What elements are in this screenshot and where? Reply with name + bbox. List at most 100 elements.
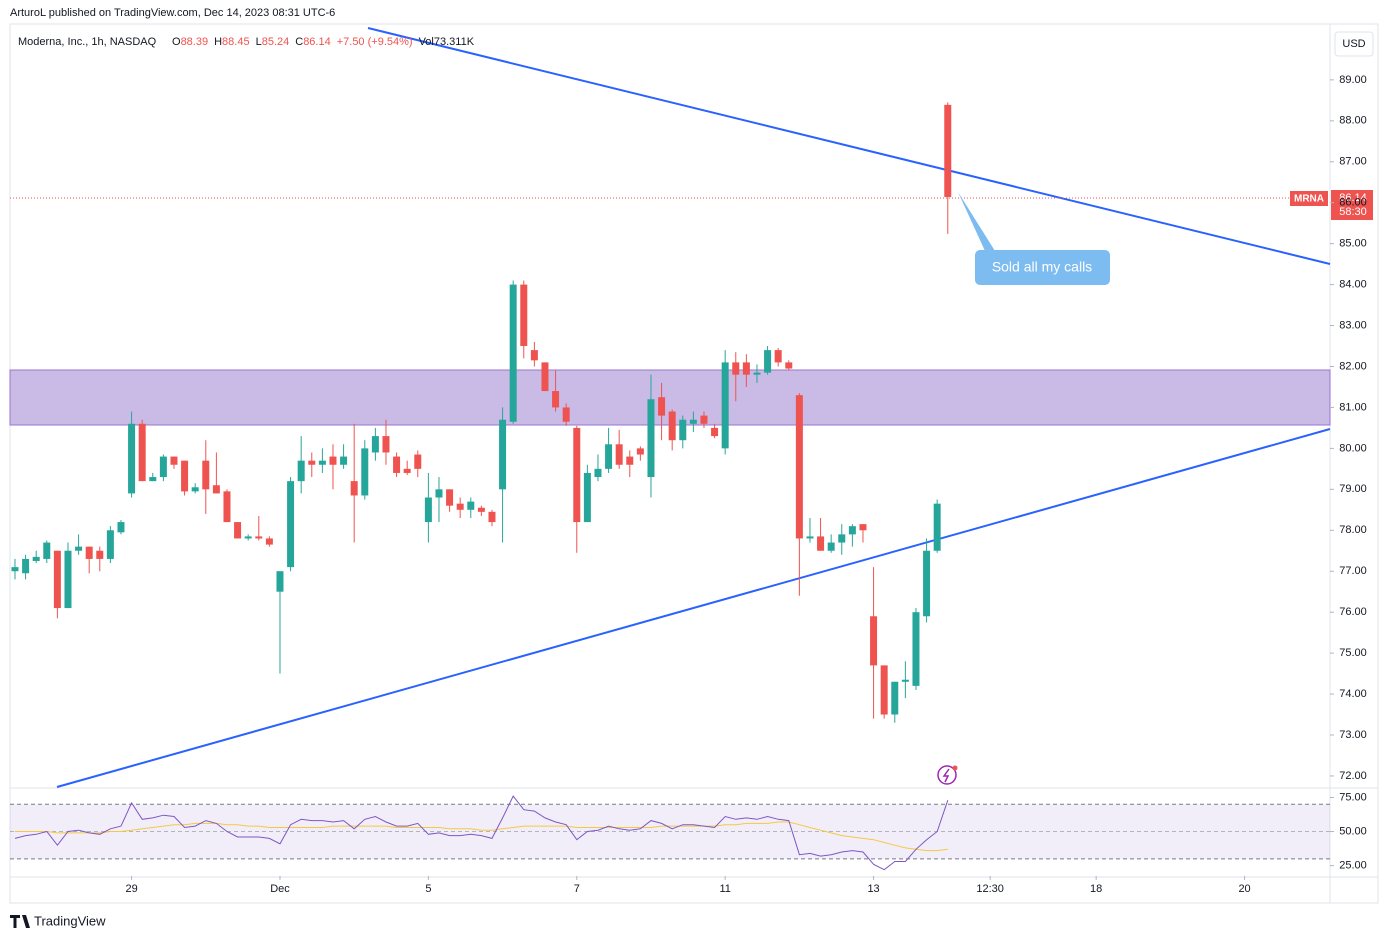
event-dot: [952, 765, 958, 771]
candle-body: [499, 419, 507, 490]
candle-body: [403, 468, 411, 473]
event-icon[interactable]: [937, 765, 957, 785]
candle-body: [785, 362, 793, 369]
candle-body: [488, 511, 496, 523]
candle-body: [721, 362, 729, 449]
candle-body: [795, 395, 803, 539]
candle-body: [636, 448, 644, 455]
candle-body: [11, 567, 19, 572]
rsi-line: [14, 795, 949, 871]
legend-label: Vol: [419, 36, 434, 48]
candle-body: [446, 489, 454, 506]
y-tick-label: 72.00: [1339, 770, 1367, 782]
rsi-tick-label: 25.00: [1339, 860, 1367, 872]
candle-body: [75, 546, 83, 551]
y-tick-label: 76.00: [1339, 606, 1367, 618]
candle-body: [594, 468, 602, 478]
legend-label: O: [172, 36, 181, 48]
x-tick-label: 29: [125, 883, 137, 895]
y-tick-label: 81.00: [1339, 401, 1367, 413]
legend-value: 73.311K: [434, 36, 475, 48]
x-tick-label: 11: [719, 883, 730, 895]
rsi-ma-line: [15, 821, 948, 852]
y-tick-label: 73.00: [1339, 729, 1367, 741]
callout-box: [975, 250, 1110, 285]
candle-body: [234, 522, 242, 539]
candle-body: [308, 460, 316, 465]
candle-body: [382, 436, 390, 453]
countdown: 58:30: [1339, 206, 1367, 218]
candle-body: [689, 419, 697, 424]
candle-body: [159, 456, 167, 478]
candle-body: [223, 491, 231, 523]
candle-body: [647, 399, 655, 478]
candle-body: [43, 542, 51, 559]
brand-logo: [10, 915, 30, 928]
candle-body: [181, 460, 189, 492]
candle-body: [435, 489, 443, 498]
y-tick-label: 74.00: [1339, 688, 1367, 700]
candle-body: [255, 536, 263, 539]
x-tick-label: 18: [1090, 883, 1102, 895]
candle-body: [530, 350, 538, 361]
ticker-tag: [1290, 191, 1328, 206]
ticker: MRNA: [1294, 194, 1324, 205]
published-line: ArturoL published on TradingView.com, De…: [10, 7, 335, 19]
legend-value: 88.39: [181, 36, 209, 48]
x-tick-label: 12:30: [976, 883, 1004, 895]
x-tick-label: 5: [425, 883, 431, 895]
candle-body: [467, 501, 475, 510]
x-tick-label: 20: [1238, 883, 1250, 895]
y-tick-label: 75.00: [1339, 647, 1367, 659]
candle-body: [297, 460, 305, 482]
rsi-tick-label: 75.00: [1339, 791, 1367, 803]
y-tick-label: 82.00: [1339, 360, 1367, 372]
candle-body: [711, 427, 719, 437]
candle-body: [265, 538, 273, 545]
candle-body: [541, 362, 549, 392]
candle-body: [350, 481, 358, 496]
frame: [9, 23, 1379, 904]
legend-label: L: [256, 36, 262, 48]
candle-body: [806, 536, 814, 539]
candle-body: [520, 284, 528, 347]
candle-body: [753, 372, 761, 375]
candle-body: [340, 456, 348, 465]
candle-body: [318, 460, 326, 465]
candle-body: [859, 524, 867, 531]
candle-body: [393, 456, 401, 473]
candle-body: [244, 536, 252, 539]
y-tick-label: 85.00: [1339, 238, 1367, 250]
legend-value: +7.50 (+9.54%): [337, 36, 413, 48]
upper-trendline: [367, 27, 1331, 265]
candle-body: [562, 407, 570, 422]
candle-body: [933, 503, 941, 551]
legend-value: 86.14: [303, 36, 331, 48]
lower-trendline: [56, 428, 1331, 788]
candle-body: [117, 522, 125, 533]
candle-body: [138, 423, 146, 482]
candle-body: [774, 350, 782, 363]
legend-label: C: [295, 36, 303, 48]
candle-body: [32, 556, 40, 561]
callout-text: Sold all my calls: [992, 259, 1092, 275]
candle-body: [64, 550, 72, 609]
candle-body: [212, 485, 220, 494]
candle-body: [870, 616, 878, 666]
y-tick-label: 87.00: [1339, 156, 1367, 168]
candle-body: [700, 415, 708, 424]
candle-body: [106, 530, 114, 559]
candle-body: [371, 436, 379, 453]
candle-body: [944, 104, 952, 197]
y-tick-label: 77.00: [1339, 565, 1367, 577]
candle-body: [552, 391, 560, 408]
candle-body: [732, 362, 740, 375]
currency-button[interactable]: [1334, 31, 1374, 57]
symbol: Moderna, Inc., 1h, NASDAQ: [18, 36, 157, 48]
candle-body: [901, 679, 909, 682]
candle-body: [456, 503, 464, 510]
candle-body: [22, 558, 30, 574]
legend-label: H: [214, 36, 222, 48]
